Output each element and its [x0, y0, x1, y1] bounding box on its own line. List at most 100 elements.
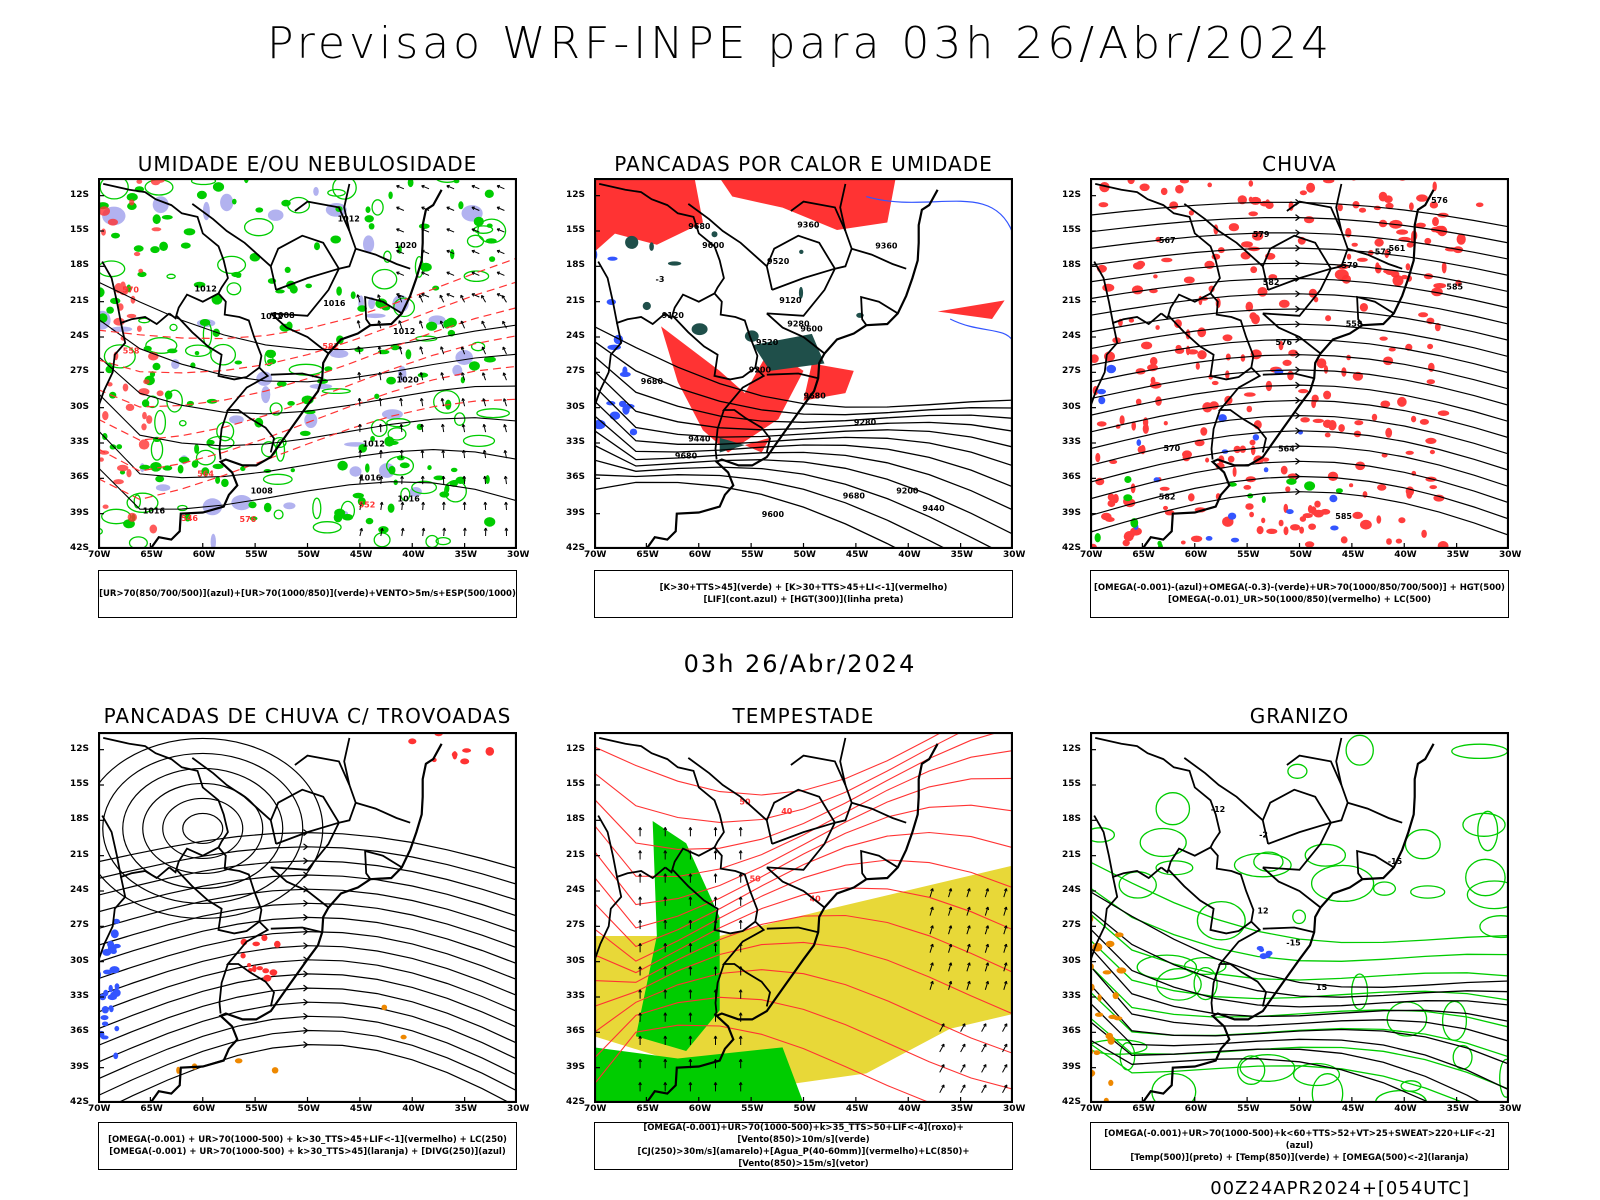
lat-tick-label: 21S — [566, 295, 586, 306]
panel-umidade-thickness-contours — [98, 257, 517, 501]
lat-tick-label: 39S — [1062, 507, 1082, 518]
lon-tick-label: 50W — [297, 1104, 320, 1114]
contour-label: 1016 — [323, 299, 346, 308]
lat-tick-label: 12S — [70, 743, 90, 754]
lon-tick-label: 35W — [454, 550, 478, 560]
lon-tick-label: 60W — [1184, 550, 1208, 560]
lat-tick-label: 36S — [70, 472, 90, 483]
contour-label: 1008 — [251, 487, 274, 496]
lat-tick-label: 39S — [70, 507, 90, 518]
lon-tick-label: 50W — [297, 550, 320, 560]
contour-label: 561 — [1389, 244, 1406, 253]
lon-tick-label: 65W — [636, 550, 659, 560]
contour-label: 585 — [1446, 282, 1463, 291]
lon-tick-label: 70W — [1080, 1104, 1103, 1114]
contour-label: 564 — [1278, 444, 1295, 453]
lon-tick-label: 50W — [1289, 550, 1312, 560]
contour-label: 9680 — [843, 492, 866, 501]
panel-chuva-height-labels: 585 582 585 576 582 579 573 570 567 564 561 558 579 5… — [1159, 196, 1464, 521]
lat-tick-label: 33S — [1062, 437, 1082, 447]
panel-pancadas-calor-instability-dark-areas — [719, 333, 825, 453]
lon-tick-label: 55W — [1237, 550, 1260, 560]
lat-tick-label: 33S — [70, 991, 90, 1001]
contour-label: 546 — [181, 514, 198, 523]
contour-label: 1016 — [398, 495, 421, 504]
panel-umidade-title: UMIDADE E/OU NEBULOSIDADE — [137, 152, 478, 176]
panel-umidade-pressure-labels: 1012101210161016101210081016101210201020… — [143, 215, 420, 516]
lat-tick-label: 39S — [1062, 1061, 1082, 1072]
panel-chuva-legend: [OMEGA(-0.001)-(azul)+OMEGA(-0.3)-(verde… — [1090, 570, 1509, 618]
contour-label: 1016 — [143, 507, 166, 516]
lon-tick-label: 35W — [950, 1104, 974, 1114]
contour-label: 9600 — [800, 325, 823, 334]
contour-label: -12 — [1211, 805, 1225, 814]
contour-label: 567 — [1159, 236, 1176, 245]
legend-line: [OMEGA(-0.001) + UR>70(1000-500) + k>30_… — [109, 1147, 506, 1157]
lat-tick-label: 15S — [70, 779, 90, 789]
lat-tick-label: 33S — [70, 437, 90, 447]
lat-tick-label: 21S — [1062, 849, 1082, 860]
panel-granizo-map: -15 -15 -2 -12 12 15 — [1090, 732, 1509, 1103]
lon-tick-label: 55W — [741, 1104, 764, 1114]
lon-tick-label: 50W — [1289, 1104, 1312, 1114]
lon-tick-label: 35W — [1446, 550, 1470, 560]
contour-label: 40 — [781, 807, 793, 816]
lat-tick-label: 21S — [566, 849, 586, 860]
contour-label: 9440 — [922, 504, 945, 513]
lat-tick-label: 21S — [1062, 295, 1082, 306]
lon-tick-label: 55W — [245, 1104, 268, 1114]
lon-tick-label: 65W — [140, 1104, 163, 1114]
contour-label: 9280 — [787, 319, 810, 328]
contour-label: 558 — [1346, 320, 1363, 329]
lat-tick-label: 12S — [1062, 189, 1082, 200]
lon-tick-label: 60W — [1184, 1104, 1208, 1114]
lat-tick-label: 24S — [566, 331, 586, 341]
lat-tick-label: 30S — [1062, 955, 1082, 966]
lat-tick-label: 24S — [1062, 885, 1082, 895]
contour-label: 564 — [197, 469, 214, 478]
lon-tick-label: 70W — [1080, 550, 1103, 560]
panel-chuva-title: CHUVA — [1262, 152, 1337, 176]
lon-tick-label: 65W — [1132, 550, 1155, 560]
contour-label: 576 — [1431, 196, 1448, 205]
legend-line: [Temp(500)](preto) + [Temp(850)](verde) … — [1130, 1153, 1469, 1163]
lon-tick-label: 70W — [584, 550, 607, 560]
panel-granizo-temperature-labels: -15 -15 -2 -12 12 15 — [1211, 805, 1403, 992]
panel-umidade-wind-vectors — [356, 294, 509, 537]
lat-tick-label: 18S — [70, 814, 90, 825]
lat-tick-label: 18S — [70, 260, 90, 271]
contour-label: 1020 — [395, 241, 418, 250]
lat-tick-label: 30S — [566, 955, 586, 966]
panel-pancadas-calor-legend: [K>30+TTS>45](verde) + [K>30+TTS>45+LI<-… — [594, 570, 1013, 618]
lat-tick-label: 42S — [70, 1097, 90, 1107]
panel-granizo-legend: [OMEGA(-0.001)+UR>70(1000-500)+k<60+TTS>… — [1090, 1122, 1509, 1170]
lat-tick-label: 24S — [70, 331, 90, 341]
contour-label: 582 — [322, 342, 339, 351]
lat-tick-label: 42S — [566, 1097, 586, 1107]
panel-pancadas-trovoadas-title: PANCADAS DE CHUVA C/ TROVOADAS — [103, 704, 512, 728]
lat-tick-label: 12S — [70, 189, 90, 200]
lat-tick-label: 42S — [1062, 543, 1082, 553]
contour-label: 40 — [810, 894, 822, 903]
forecast-run-label: 00Z24APR2024+[054UTC] — [1210, 1178, 1470, 1199]
lon-tick-label: 70W — [88, 550, 111, 560]
contour-label: 9680 — [804, 392, 827, 401]
contour-label: 9120 — [779, 296, 802, 305]
lon-tick-label: 40W — [1394, 1104, 1417, 1114]
lon-tick-label: 50W — [793, 550, 816, 560]
contour-label: 1012 — [195, 285, 217, 294]
contour-label: 9680 — [641, 377, 664, 386]
contour-label: 9440 — [688, 435, 711, 444]
lat-tick-label: 30S — [566, 401, 586, 412]
lat-tick-label: 21S — [70, 849, 90, 860]
lon-tick-label: 45W — [349, 550, 373, 560]
panel-pancadas-calor-instability-dark-speckle — [625, 231, 864, 342]
lat-tick-label: 21S — [70, 295, 90, 306]
panel-tempestade-map-outline — [594, 737, 939, 1103]
lon-tick-label: 45W — [1341, 1104, 1365, 1114]
contour-label: 9680 — [688, 222, 711, 231]
panel-umidade-pressure-contours — [98, 281, 517, 510]
contour-label: -15 — [1286, 938, 1301, 947]
lat-tick-label: 15S — [566, 779, 586, 789]
lon-tick-label: 60W — [192, 550, 216, 560]
